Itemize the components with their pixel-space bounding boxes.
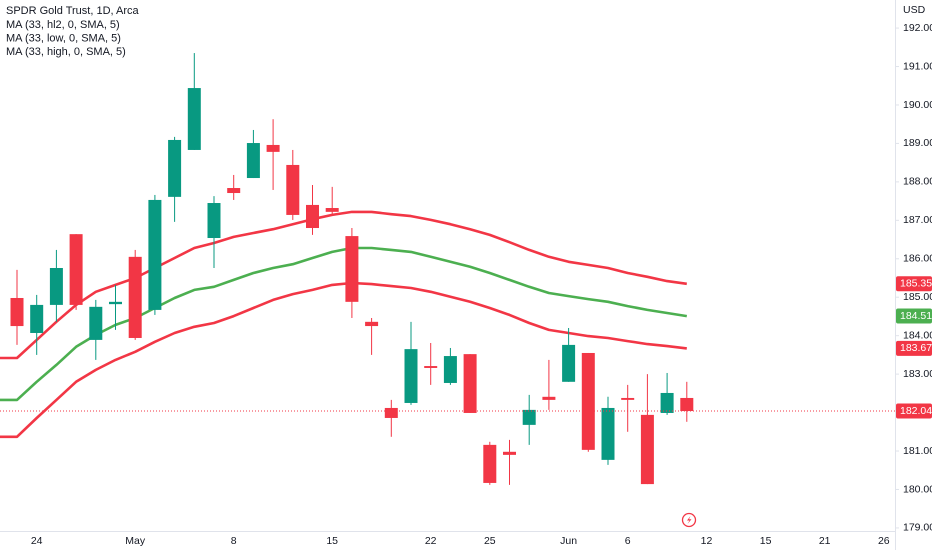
- candle-body: [601, 407, 615, 460]
- y-tick-label: 191.00: [903, 60, 932, 72]
- candle-body: [49, 267, 63, 305]
- y-tick-label: 189.00: [903, 137, 932, 149]
- candle-body: [404, 349, 418, 403]
- price-tag-label: 184.51: [900, 310, 932, 322]
- candle-body: [443, 356, 457, 383]
- y-tick-label: 179.00: [903, 522, 932, 534]
- x-tick-label: 21: [819, 535, 831, 547]
- candle-body: [581, 352, 595, 450]
- candle-body: [286, 164, 300, 215]
- y-axis-label: USD: [903, 4, 926, 16]
- candle-body: [424, 366, 438, 368]
- y-tick-label: 180.00: [903, 483, 932, 495]
- candle-body: [266, 144, 280, 152]
- candle-body: [168, 139, 182, 197]
- y-tick-label: 188.00: [903, 176, 932, 188]
- y-tick-label: 186.00: [903, 253, 932, 265]
- replay-icon[interactable]: [681, 512, 697, 528]
- plot-area: [0, 53, 895, 485]
- candle-body: [10, 297, 24, 327]
- ma-line: [0, 210, 687, 360]
- candle-body: [345, 236, 359, 302]
- candle-body: [109, 301, 122, 305]
- candle-body: [187, 88, 201, 150]
- candle-body: [148, 199, 162, 310]
- candle-body: [325, 208, 339, 212]
- x-tick-label: Jun: [560, 535, 577, 547]
- candle-body: [680, 397, 694, 412]
- candle-body: [640, 414, 654, 485]
- legend: SPDR Gold Trust, 1D, Arca MA (33, hl2, 0,…: [6, 5, 140, 58]
- candle-body: [306, 204, 319, 229]
- candle-body: [365, 321, 379, 327]
- candle-body: [463, 354, 477, 413]
- candle-body: [542, 396, 556, 400]
- candle-body: [227, 188, 241, 194]
- x-tick-label: 12: [701, 535, 713, 547]
- legend-entry: MA (33, low, 0, SMA, 5): [6, 32, 121, 44]
- legend-title: SPDR Gold Trust, 1D, Arca: [6, 5, 140, 17]
- x-tick-label: May: [125, 535, 146, 547]
- x-tick-label: 8: [231, 535, 237, 547]
- price-tag-label: 185.35: [900, 278, 932, 290]
- price-tag-label: 182.04: [900, 405, 932, 417]
- candle-body: [30, 304, 44, 333]
- y-tick-label: 181.00: [903, 445, 932, 457]
- icon-bolt: [687, 516, 692, 524]
- x-tick-label: 22: [425, 535, 437, 547]
- price-tag-label: 183.67: [900, 342, 932, 354]
- ma-line: [0, 281, 687, 439]
- candle-body: [69, 234, 83, 305]
- x-tick-label: 6: [625, 535, 631, 547]
- y-tick-label: 185.00: [903, 291, 932, 303]
- y-tick-label: 184.00: [903, 329, 932, 341]
- icon-circle: [681, 512, 697, 528]
- candle-body: [522, 409, 536, 425]
- candle-body: [483, 444, 497, 483]
- candle-body: [660, 392, 674, 413]
- candle-body: [207, 203, 221, 239]
- x-tick-label: 24: [31, 535, 43, 547]
- candle-body: [384, 407, 398, 418]
- x-tick-label: 15: [760, 535, 772, 547]
- x-tick-label: 26: [878, 535, 890, 547]
- y-tick-label: 190.00: [903, 99, 932, 111]
- price-tag: [896, 276, 932, 292]
- legend-entry: MA (33, high, 0, SMA, 5): [6, 46, 126, 58]
- y-tick-label: 183.00: [903, 368, 932, 380]
- x-tick-label: 15: [326, 535, 338, 547]
- candle-body: [89, 306, 103, 340]
- price-tag: [896, 340, 932, 356]
- candle-body: [562, 344, 576, 382]
- candle-body: [246, 143, 260, 179]
- legend-entry: MA (33, hl2, 0, SMA, 5): [6, 19, 120, 31]
- candle-body: [503, 451, 516, 455]
- candle-body: [128, 256, 142, 338]
- x-tick-label: 25: [484, 535, 496, 547]
- y-tick-label: 187.00: [903, 214, 932, 226]
- ma-line: [0, 246, 688, 402]
- price-tag: [896, 308, 932, 324]
- candle-body: [621, 397, 635, 400]
- y-tick-label: 192.00: [903, 22, 932, 34]
- price-tag: [896, 403, 932, 419]
